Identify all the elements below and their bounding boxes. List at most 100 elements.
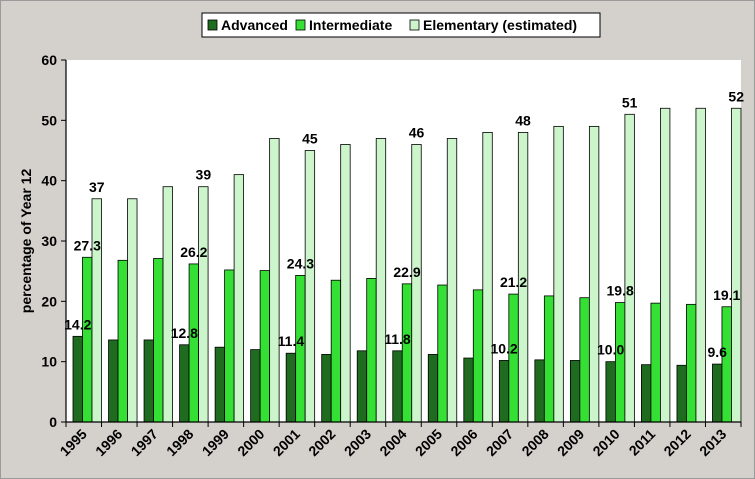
x-tick-label-2003: 2003 [341, 426, 374, 459]
legend: Advanced Intermediate Elementary (estimate… [201, 12, 601, 38]
x-tick-label-2013: 2013 [696, 426, 729, 459]
legend-label-advanced: Advanced [221, 17, 288, 33]
data-label-elementary-2001: 45 [302, 131, 318, 147]
data-label-elementary-1995: 37 [89, 179, 105, 195]
x-tick-label-2009: 2009 [554, 426, 587, 459]
bar-advanced-1998 [179, 344, 190, 423]
x-tick-label-2011: 2011 [626, 426, 659, 459]
bar-advanced-2003 [356, 350, 368, 423]
x-tick-label-2000: 2000 [234, 426, 267, 459]
legend-swatch-intermediate [295, 19, 306, 31]
bar-elementary-1995 [91, 198, 102, 423]
plot-area: 0 10 20 30 40 50 60 14.2 12.8 11.4 11.8 10.2 10.0 9.6… [41, 52, 744, 459]
data-label-advanced-2010: 10.0 [597, 342, 624, 358]
bar-elementary-1998 [198, 186, 209, 423]
x-tick-label-2001: 2001 [270, 426, 303, 459]
bar-intermediate-1998 [188, 263, 199, 423]
bar-advanced-2012 [676, 364, 687, 423]
bar-intermediate-1997 [153, 258, 164, 423]
x-tick-label-2010: 2010 [589, 426, 622, 459]
legend-label-elementary: Elementary (estimated) [423, 17, 577, 33]
bar-elementary-2008 [553, 125, 564, 423]
bar-elementary-2002 [340, 144, 351, 423]
bar-elementary-2010 [624, 113, 635, 423]
data-label-intermediate-2007: 21.2 [500, 274, 527, 290]
legend-label-intermediate: Intermediate [309, 17, 392, 33]
data-label-advanced-2001: 11.4 [278, 333, 305, 349]
bar-intermediate-2002 [330, 279, 342, 423]
x-tick-label-2005: 2005 [412, 426, 445, 459]
bar-intermediate-2008 [543, 295, 555, 423]
bar-advanced-2002 [321, 354, 332, 423]
data-label-elementary-2010: 51 [622, 94, 638, 110]
x-tick-label-2002: 2002 [305, 426, 338, 459]
data-label-advanced-2004: 11.8 [384, 331, 411, 347]
bar-intermediate-2006 [472, 289, 484, 423]
data-label-intermediate-2004: 22.9 [393, 264, 420, 280]
y-tick-label: 20 [41, 293, 57, 309]
bar-elementary-2003 [375, 138, 387, 423]
y-tick-label: 0 [49, 414, 57, 430]
bar-intermediate-2003 [366, 278, 377, 423]
bar-elementary-2013 [731, 107, 742, 423]
data-label-elementary-1998: 39 [196, 167, 212, 183]
bar-advanced-1995 [72, 335, 83, 423]
y-axis-label: percentage of Year 12 [18, 169, 34, 314]
bar-advanced-2008 [534, 359, 545, 423]
x-tick-label-1998: 1998 [163, 426, 196, 459]
bar-intermediate-2010 [614, 302, 626, 423]
bar-intermediate-2011 [650, 302, 661, 423]
bar-advanced-2000 [250, 349, 261, 423]
x-tick-label-2007: 2007 [483, 426, 516, 459]
data-label-elementary-2013: 52 [728, 88, 744, 104]
bar-advanced-2013 [712, 363, 723, 423]
data-label-intermediate-2010: 19.8 [607, 283, 634, 299]
bar-intermediate-2004 [401, 283, 413, 423]
bar-elementary-1996 [127, 198, 138, 423]
bar-advanced-2007 [498, 360, 510, 423]
bar-elementary-2012 [695, 107, 706, 423]
bar-intermediate-2005 [437, 284, 448, 423]
data-label-intermediate-2013: 19.1 [713, 287, 740, 303]
legend-swatch-elementary [409, 19, 420, 31]
y-tick-label: 10 [41, 354, 57, 370]
x-tick-label-2008: 2008 [518, 426, 551, 459]
x-tick-label-1995: 1995 [57, 426, 90, 459]
y-tick-label: 60 [41, 52, 57, 68]
bar-elementary-2004 [411, 144, 422, 423]
data-label-intermediate-2001: 24.3 [287, 255, 314, 271]
bar-intermediate-2009 [579, 297, 590, 423]
bar-elementary-2005 [446, 138, 458, 423]
bar-intermediate-1999 [224, 269, 235, 423]
bar-advanced-2010 [605, 361, 616, 423]
data-label-intermediate-1998: 26.2 [180, 244, 207, 260]
bar-intermediate-1996 [117, 259, 128, 423]
bar-intermediate-2000 [259, 270, 271, 423]
bar-advanced-1997 [143, 339, 154, 423]
bar-advanced-2009 [569, 360, 581, 423]
y-tick-label: 30 [41, 233, 57, 249]
bar-elementary-2006 [482, 131, 493, 423]
bar-advanced-2004 [392, 350, 403, 423]
y-tick-label: 50 [41, 112, 57, 128]
bar-intermediate-2012 [686, 303, 697, 423]
bar-advanced-2006 [463, 357, 474, 423]
bar-advanced-2011 [641, 364, 652, 423]
data-label-advanced-1995: 14.2 [64, 316, 91, 332]
bar-elementary-2000 [269, 138, 280, 423]
data-label-advanced-1998: 12.8 [171, 325, 198, 341]
data-label-elementary-2007: 48 [515, 112, 531, 128]
x-tick-label-1997: 1997 [128, 426, 161, 459]
legend-box [201, 12, 601, 38]
x-tick-label-1996: 1996 [92, 426, 125, 459]
bar-elementary-2001 [304, 150, 316, 423]
bar-advanced-2001 [285, 352, 297, 423]
bar-advanced-2005 [427, 354, 439, 423]
bar-advanced-1999 [214, 346, 226, 423]
bar-elementary-2009 [588, 125, 600, 423]
legend-swatch-advanced [207, 19, 218, 31]
data-label-advanced-2007: 10.2 [490, 340, 517, 356]
bar-elementary-1997 [162, 186, 173, 423]
x-tick-label-2006: 2006 [447, 426, 480, 459]
data-label-intermediate-1995: 27.3 [74, 237, 101, 253]
